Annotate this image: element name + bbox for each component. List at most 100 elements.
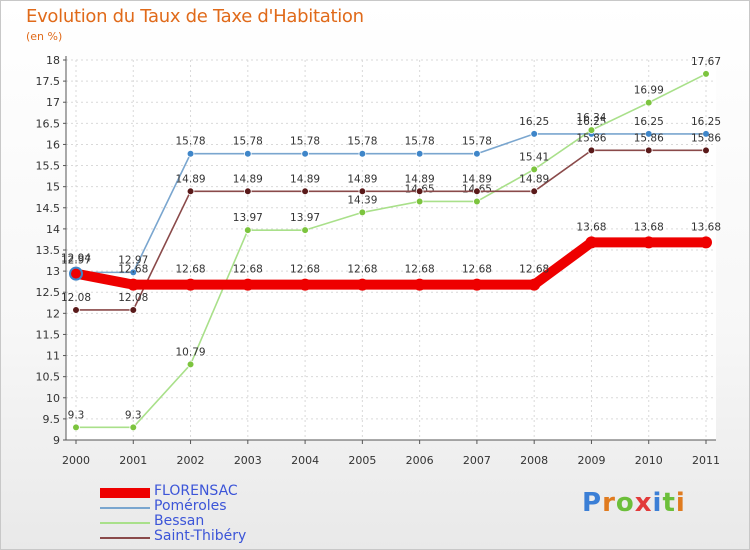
legend-swatch [100,507,150,509]
data-label: 12.68 [176,264,206,276]
y-tick-label: 18 [46,54,60,67]
data-label: 13.68 [691,221,721,233]
data-label: 12.68 [405,264,435,276]
data-label: 14.39 [347,194,377,206]
data-point [72,423,80,432]
data-label: 14.89 [176,173,206,185]
data-label: 15.86 [576,132,606,144]
logo-letter: x [634,488,653,518]
data-point [413,278,426,291]
data-point [301,226,309,234]
data-label: 15.86 [634,132,664,144]
data-label: 16.99 [634,85,664,97]
data-label: 12.68 [462,264,492,276]
data-point [129,306,138,314]
y-tick-label: 13 [46,265,60,278]
legend-swatch [100,522,150,524]
y-tick-label: 14.5 [36,202,61,215]
data-label: 15.78 [290,136,320,148]
data-point [415,197,424,206]
data-label: 12.97 [118,254,148,266]
x-tick-label: 2004 [291,454,319,467]
data-label: 15.78 [176,136,206,148]
logo-letter: i [675,488,686,518]
data-point [127,278,140,291]
data-point [72,306,80,314]
y-tick-label: 15.5 [36,160,61,173]
data-point [241,278,254,291]
data-label: 12.08 [61,292,91,304]
data-point [299,278,312,291]
data-point [129,423,138,432]
data-point [186,360,195,369]
data-label: 14.89 [462,173,492,185]
x-tick-label: 2011 [692,454,720,467]
data-point [702,146,710,155]
y-tick-label: 15 [46,181,60,194]
data-label: 14.89 [233,173,263,185]
data-label: 12.68 [118,264,148,276]
data-point [585,236,598,249]
legend-swatch [100,488,150,498]
data-label: 13.68 [576,221,606,233]
x-tick-label: 2008 [520,454,548,467]
data-point [69,266,83,281]
legend-label: Saint-Thibéry [154,528,247,544]
data-point [358,208,367,217]
data-point [244,149,252,158]
data-point [244,226,252,234]
data-point [129,268,138,277]
x-tick-label: 2005 [348,454,376,467]
data-label: 13.97 [233,212,263,224]
data-point [186,149,195,158]
series-line-saint-thibéry [75,149,707,311]
y-tick-label: 10 [46,392,60,405]
legend-label: FLORENSAC [154,483,238,499]
data-point [587,126,596,134]
y-tick-label: 11.5 [36,328,61,341]
data-point [587,146,596,155]
data-point [415,149,424,158]
series-line-florensac [71,237,711,290]
data-point [184,278,197,291]
data-label: 16.25 [691,116,721,128]
legend-label: Bessan [154,513,205,529]
data-label: 10.79 [176,346,206,358]
data-label: 17.67 [691,56,721,68]
data-label: 15.78 [233,136,263,148]
data-label: 16.25 [576,116,606,128]
y-tick-label: 14 [46,223,60,236]
proxiti-logo: Proxiti [582,488,686,518]
data-point [415,187,424,196]
chart-subtitle: (en %) [26,30,63,43]
series-line-poméroles [75,133,707,274]
data-label: 12.08 [118,292,148,304]
data-label: 12.68 [347,264,377,276]
x-tick-label: 2006 [406,454,434,467]
data-label: 15.78 [405,136,435,148]
data-label: 12.94 [61,253,91,265]
data-point [473,197,481,206]
x-tick-label: 2003 [234,454,262,467]
data-point [702,70,710,78]
legend-label: Poméroles [154,498,227,514]
data-point [473,149,481,158]
data-label: 9.3 [68,409,85,421]
data-point [473,187,481,196]
data-label: 16.34 [576,112,606,124]
x-tick-label: 2002 [177,454,205,467]
data-label: 9.3 [125,409,142,421]
x-tick-label: 2001 [119,454,147,467]
data-point [530,187,538,196]
y-tick-label: 9 [53,434,60,447]
data-label: 14.89 [290,173,320,185]
data-label: 12.68 [290,264,320,276]
data-point [700,236,712,249]
data-point [470,278,483,291]
data-point [528,278,541,291]
logo-letter: t [662,488,676,518]
data-label: 13.68 [634,221,664,233]
logo-letter: i [652,488,663,518]
data-label: 12.68 [233,264,263,276]
